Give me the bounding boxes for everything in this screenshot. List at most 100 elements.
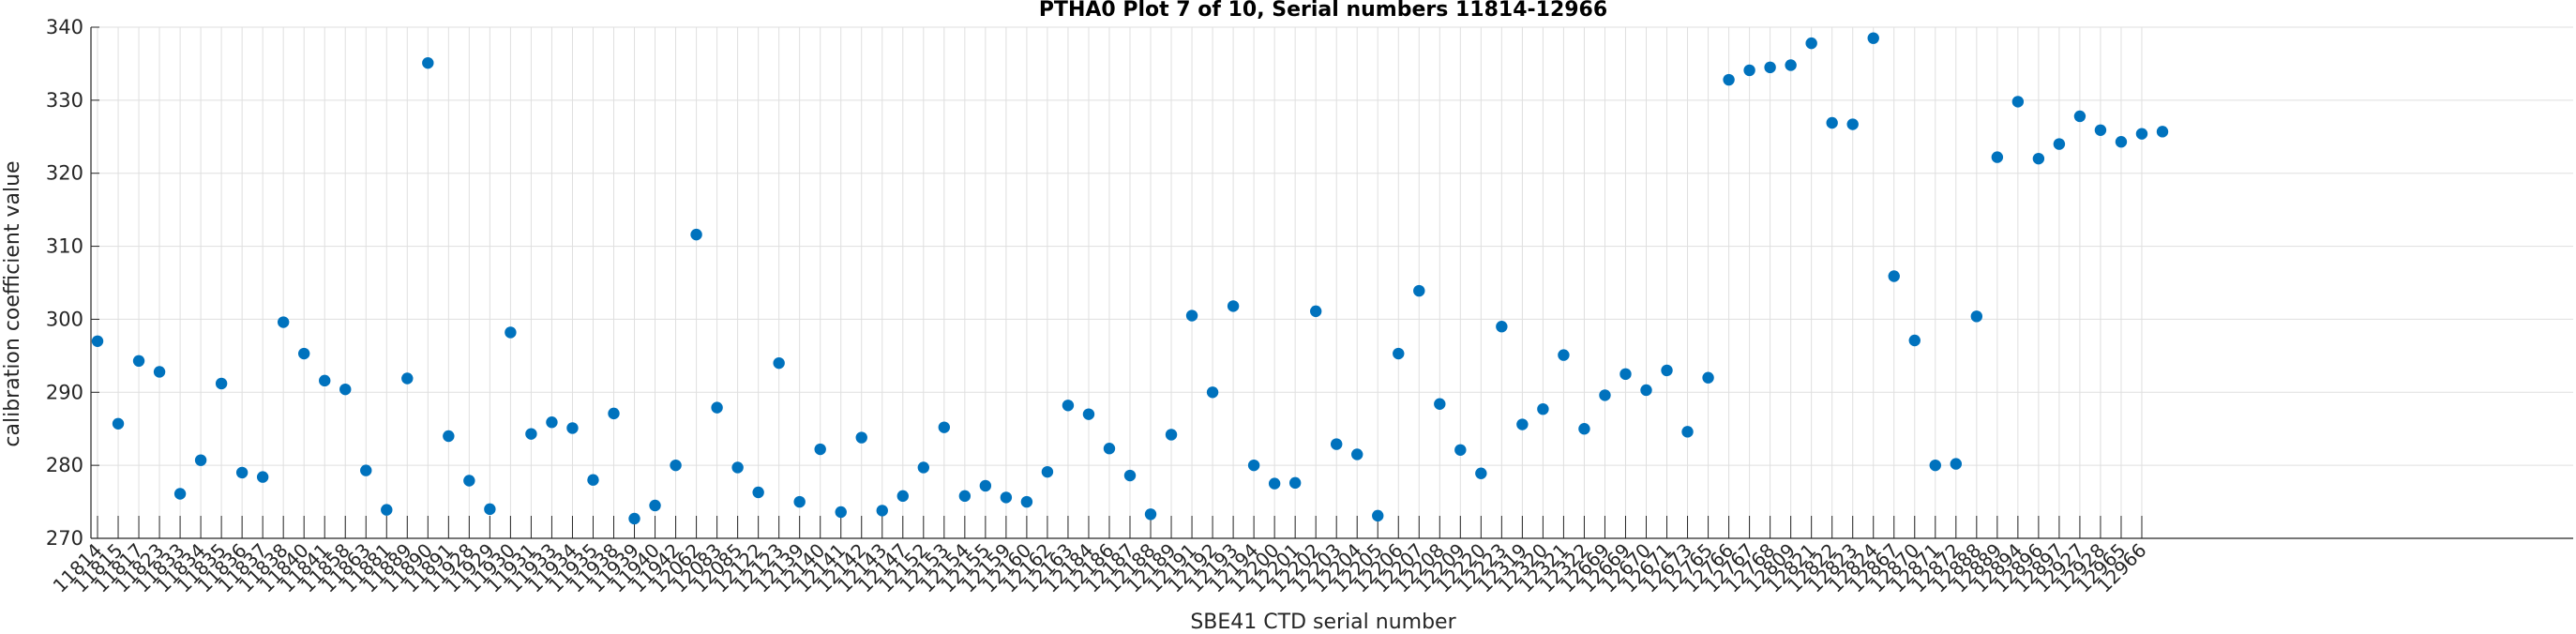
data-point [1144,508,1157,521]
data-point [752,486,764,499]
data-point [1185,309,1198,322]
data-point [298,347,310,360]
y-tick-label: 340 [46,16,83,38]
data-point [463,475,475,487]
data-point [1516,418,1529,430]
data-point [587,474,599,486]
y-tick-label: 290 [46,381,83,403]
data-point [1062,400,1075,412]
data-point [979,479,992,492]
data-point [194,454,207,466]
data-point [1970,310,1983,323]
data-point [1805,37,1817,50]
data-point [1826,116,1838,129]
data-point [319,374,331,387]
data-point [2073,110,2086,123]
data-point [917,461,929,474]
x-axis-label: SBE41 CTD serial number [1190,611,1456,634]
data-point [1661,364,1673,377]
y-axis-label: calibration coefficient value [1,160,24,446]
data-point [2115,136,2128,148]
y-tick-label: 300 [46,308,83,330]
data-point [1578,423,1590,435]
data-point [1888,270,1900,282]
grid [91,26,2573,539]
data-point [1372,509,1384,522]
data-point [1681,426,1694,438]
y-tick-label: 270 [46,527,83,550]
data-point [2135,128,2148,140]
data-point [1227,300,1240,312]
data-point [1702,371,1714,384]
data-point [277,316,290,328]
data-point [1599,389,1611,401]
data-point [173,488,187,500]
x-tick-labels: 1181411815118171182311833118341183511836… [49,539,2151,597]
data-point [256,471,269,483]
data-point [112,417,125,430]
data-point [1640,384,1652,397]
data-point [1309,305,1322,318]
data-point [1103,443,1116,455]
data-points [91,32,2169,525]
data-point [2156,126,2169,138]
data-point [1247,459,1260,472]
data-point [670,459,682,472]
chart-title: PTHA0 Plot 7 of 10, Serial numbers 11814… [1039,0,1607,22]
data-point [1723,73,1735,86]
data-point [1331,438,1343,450]
data-point [381,504,393,516]
data-point [1496,321,1508,333]
data-point [938,421,951,433]
data-point [1206,386,1219,399]
data-point [1991,151,2004,163]
data-point [360,464,372,476]
data-point [1288,476,1302,490]
data-point [153,366,166,378]
data-point [1950,458,1962,470]
data-point [958,490,972,503]
data-point [773,356,785,370]
data-point [1393,347,1405,360]
data-point [649,499,661,512]
data-point [1743,64,1755,77]
data-point [339,383,352,396]
data-point [1268,477,1281,490]
y-tick-label: 280 [46,454,83,476]
data-point [1454,444,1467,456]
data-point [1041,465,1054,478]
data-point [1123,469,1137,482]
data-point [711,401,723,414]
data-point [896,490,909,503]
data-point [566,422,579,434]
data-point [1929,459,1941,472]
data-point [525,428,537,440]
data-point [876,505,888,517]
data-point [1867,32,1879,44]
data-point [546,416,558,429]
y-tick-labels: 270 280 290 300 310 320 330 340 [46,16,83,550]
data-point [505,326,517,339]
data-point [793,495,806,508]
data-point [731,461,744,474]
y-tick-label: 330 [46,89,83,112]
data-point [1082,408,1095,420]
data-point [132,355,145,368]
data-point [2053,138,2066,150]
y-tick-label: 320 [46,162,83,185]
data-point [1619,368,1632,381]
data-point [2011,96,2025,108]
data-point [2094,124,2107,136]
data-point [855,431,867,444]
data-point [1165,429,1178,441]
data-point [1785,59,1797,71]
data-point [608,407,620,420]
data-point [484,503,496,516]
data-point [1908,334,1921,347]
data-point [1000,491,1013,504]
data-point [235,466,249,479]
data-point [443,430,455,443]
data-point [1846,118,1859,130]
